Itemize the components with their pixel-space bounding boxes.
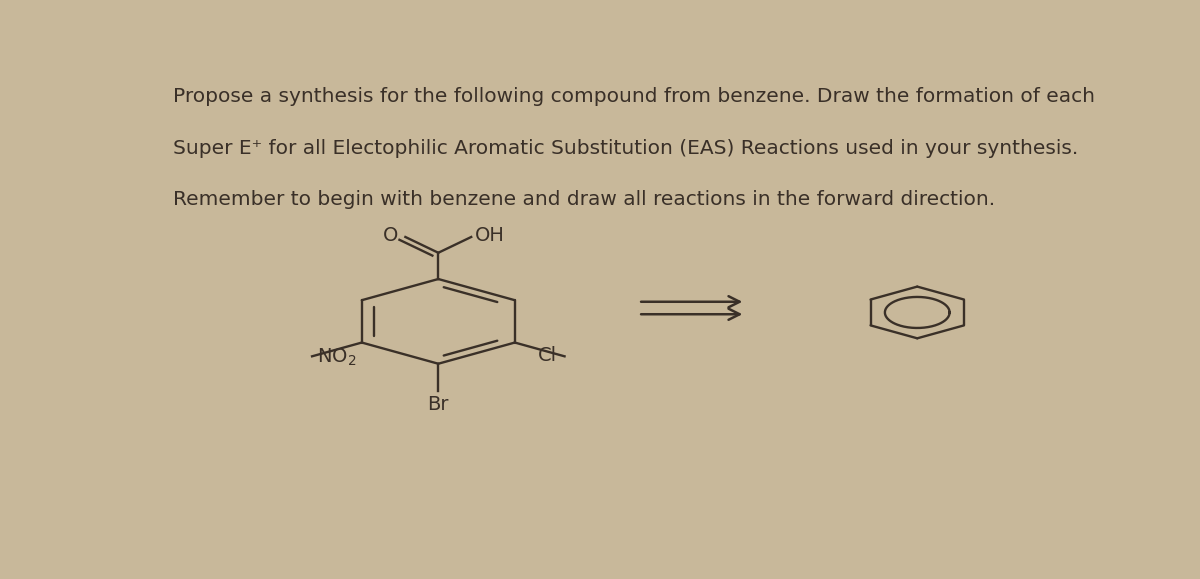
Text: Remember to begin with benzene and draw all reactions in the forward direction.: Remember to begin with benzene and draw … bbox=[173, 190, 995, 209]
Text: Super E⁺ for all Electophilic Aromatic Substitution (EAS) Reactions used in your: Super E⁺ for all Electophilic Aromatic S… bbox=[173, 138, 1079, 157]
Text: NO$_2$: NO$_2$ bbox=[317, 347, 356, 368]
Text: O: O bbox=[383, 226, 398, 245]
Text: Propose a synthesis for the following compound from benzene. Draw the formation : Propose a synthesis for the following co… bbox=[173, 87, 1096, 107]
Text: OH: OH bbox=[475, 226, 505, 245]
Text: Cl: Cl bbox=[538, 346, 557, 365]
Text: Br: Br bbox=[427, 395, 449, 414]
